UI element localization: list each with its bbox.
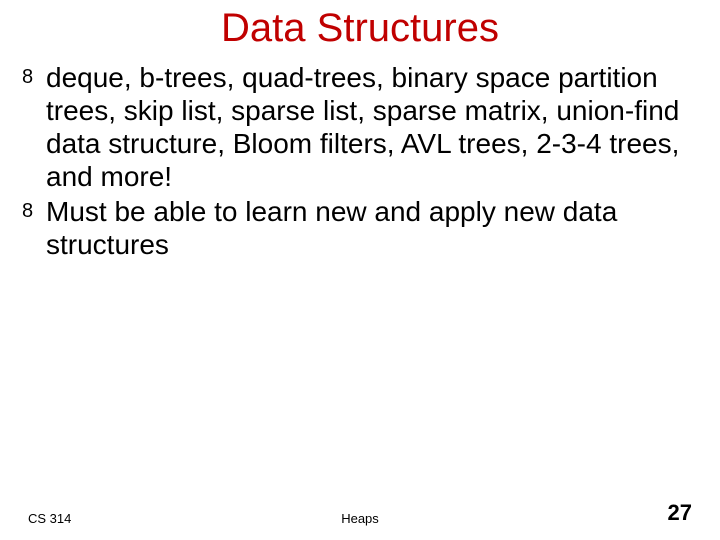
bullet-text: deque, b-trees, quad-trees, binary space… bbox=[46, 62, 679, 192]
bullet-text: Must be able to learn new and apply new … bbox=[46, 196, 617, 260]
slide-body: 8 deque, b-trees, quad-trees, binary spa… bbox=[0, 61, 720, 261]
slide-footer: CS 314 Heaps 27 bbox=[0, 500, 720, 526]
bullet-marker-icon: 8 bbox=[22, 201, 33, 221]
footer-page-number: 27 bbox=[668, 500, 692, 526]
slide-title: Data Structures bbox=[0, 0, 720, 61]
footer-course-code: CS 314 bbox=[28, 511, 71, 526]
bullet-item: 8 Must be able to learn new and apply ne… bbox=[22, 195, 698, 261]
bullet-item: 8 deque, b-trees, quad-trees, binary spa… bbox=[22, 61, 698, 193]
bullet-marker-icon: 8 bbox=[22, 67, 33, 87]
footer-topic: Heaps bbox=[341, 511, 379, 526]
